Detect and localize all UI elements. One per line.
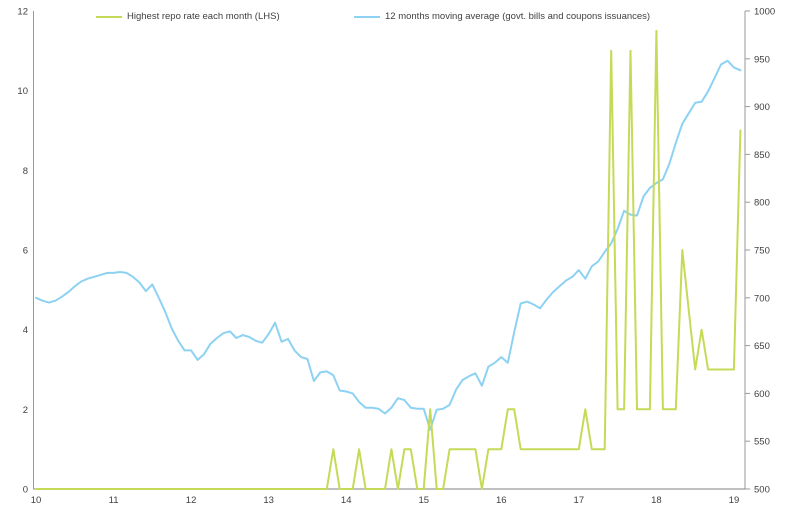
left-axis-tick-label: 6: [23, 246, 28, 257]
right-axis-tick-label: 850: [754, 150, 770, 161]
left-axis-tick-label: 0: [23, 485, 28, 496]
right-axis-tick-label: 800: [754, 198, 770, 209]
right-axis-tick-label: 700: [754, 293, 770, 304]
right-axis-tick-label: 900: [754, 102, 770, 113]
left-axis-tick-label: 10: [17, 86, 28, 97]
right-axis-tick-label: 600: [754, 389, 770, 400]
x-axis-tick-label: 18: [651, 495, 662, 506]
x-axis-tick-label: 17: [574, 495, 585, 506]
right-axis-tick-label: 650: [754, 341, 770, 352]
x-axis-tick-label: 15: [418, 495, 429, 506]
legend-item-repo-rate[interactable]: Highest repo rate each month (LHS): [96, 11, 280, 23]
x-axis-tick-label: 10: [31, 495, 42, 506]
legend-swatch-repo-rate: [96, 15, 122, 19]
right-axis-tick-label: 500: [754, 485, 770, 496]
x-axis-tick-label: 13: [263, 495, 274, 506]
legend-swatch-moving-average: [354, 15, 380, 19]
right-axis-tick-label: 1000: [754, 7, 775, 18]
moving-average-line: [35, 59, 742, 431]
left-axis-tick-label: 12: [17, 7, 28, 18]
legend: Highest repo rate each month (LHS) 12 mo…: [0, 0, 790, 26]
repo-rate-line: [35, 29, 742, 490]
right-axis-tick-label: 750: [754, 246, 770, 257]
x-axis-tick-label: 19: [729, 495, 740, 506]
left-axis-tick-label: 8: [23, 166, 28, 177]
left-axis-tick-label: 2: [23, 405, 28, 416]
x-axis-tick-label: 14: [341, 495, 352, 506]
left-axis-tick-label: 4: [23, 325, 28, 336]
x-axis-tick-label: 16: [496, 495, 507, 506]
x-axis-tick-label: 12: [186, 495, 197, 506]
right-axis-tick-label: 550: [754, 437, 770, 448]
legend-label-repo-rate: Highest repo rate each month (LHS): [127, 11, 280, 22]
legend-item-moving-average[interactable]: 12 months moving average (govt. bills an…: [354, 11, 650, 23]
legend-label-moving-average: 12 months moving average (govt. bills an…: [385, 11, 651, 22]
x-axis-tick-label: 11: [109, 495, 119, 506]
right-axis-tick-label: 950: [754, 54, 770, 65]
